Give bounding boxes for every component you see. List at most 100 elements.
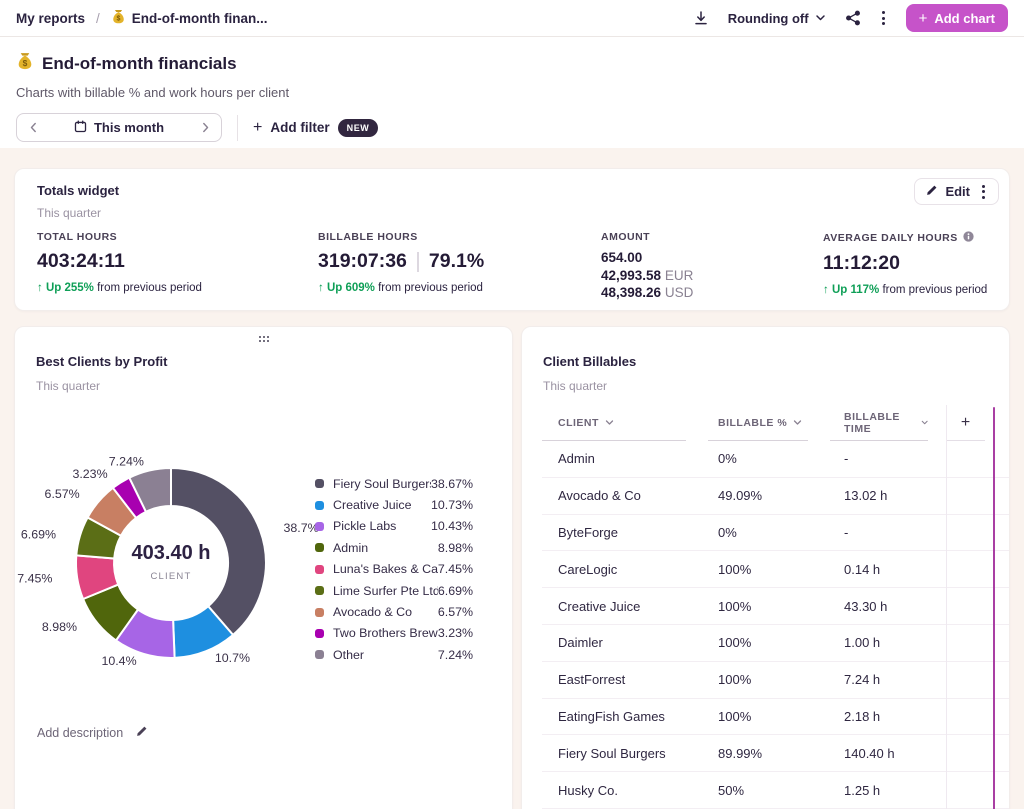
legend-item-admin[interactable]: Admin8.98%	[315, 537, 473, 558]
column-header-client[interactable]: CLIENT	[542, 405, 686, 441]
cell-empty	[946, 588, 1009, 624]
table-row-byteforge[interactable]: ByteForge0%-	[542, 515, 1009, 552]
add-column-button[interactable]: +	[946, 405, 985, 441]
best-clients-widget: Best Clients by Profit This quarter 38.7…	[14, 326, 513, 809]
divider	[417, 252, 419, 272]
donut-slice-label: 38.7%	[284, 521, 319, 535]
metric-average-daily-hours: AVERAGE DAILY HOURS 11:12:20 ↑ Up 117% f…	[823, 231, 987, 296]
legend-swatch	[315, 629, 324, 638]
table-row-eatingfish-games[interactable]: EatingFish Games100%2.18 h	[542, 699, 1009, 736]
widget-actions: Edit	[914, 178, 999, 205]
legend-name: Pickle Labs	[333, 519, 396, 533]
page-title: $ End-of-month financials	[16, 52, 1008, 75]
cell-billable-time: 1.00 h	[830, 625, 946, 661]
download-icon[interactable]	[693, 10, 709, 26]
rounding-dropdown[interactable]: Rounding off	[728, 11, 826, 26]
chevron-down-icon	[815, 11, 826, 26]
table-row-daimler[interactable]: Daimler100%1.00 h	[542, 625, 1009, 662]
scrollbar[interactable]	[993, 407, 995, 809]
plus-icon: +	[253, 119, 262, 137]
table-row-husky-co[interactable]: Husky Co.50%1.25 h	[542, 772, 1009, 809]
chevron-down-icon	[921, 418, 928, 427]
pencil-icon	[926, 184, 938, 199]
metric-billable-hours: BILLABLE HOURS 319:07:36 79.1% ↑ Up 609%…	[318, 231, 484, 294]
legend-item-fiery-soul-burgers[interactable]: Fiery Soul Burgers38.67%	[315, 473, 473, 494]
chevron-down-icon	[605, 418, 614, 427]
breadcrumb: My reports / $ End-of-month finan...	[16, 9, 268, 27]
legend-swatch	[315, 586, 324, 595]
legend-name: Luna's Bakes & Ca...	[333, 562, 438, 576]
legend-item-other[interactable]: Other7.24%	[315, 644, 473, 665]
chevron-left-icon[interactable]	[20, 114, 46, 141]
date-range-button[interactable]: This month	[46, 120, 192, 136]
metric-total-hours: TOTAL HOURS 403:24:11 ↑ Up 255% from pre…	[37, 231, 202, 294]
share-icon[interactable]	[845, 10, 861, 26]
cell-empty	[946, 441, 1009, 477]
legend-item-two-brothers-brew[interactable]: Two Brothers Brew...3.23%	[315, 623, 473, 644]
totals-widget: Totals widget This quarter Edit TOTAL HO…	[14, 168, 1010, 311]
donut-slice-label: 10.7%	[215, 651, 250, 665]
donut-slice-label: 6.69%	[21, 527, 56, 541]
legend-swatch	[315, 608, 324, 617]
table-row-admin[interactable]: Admin0%-	[542, 441, 1009, 478]
cell-billable-time: -	[830, 441, 946, 477]
table-row-creative-juice[interactable]: Creative Juice100%43.30 h	[542, 588, 1009, 625]
legend-swatch	[315, 565, 324, 574]
reports-page: My reports / $ End-of-month finan... Rou…	[0, 0, 1024, 809]
cell-billable-time: 13.02 h	[830, 478, 946, 514]
cell-billable-pct: 50%	[708, 772, 830, 808]
add-chart-button[interactable]: + Add chart	[906, 4, 1008, 32]
cell-client: Avocado & Co	[542, 478, 708, 514]
legend-value: 7.24%	[438, 648, 473, 662]
legend-value: 10.73%	[431, 498, 473, 512]
column-header-billable-time[interactable]: BILLABLE TIME	[830, 405, 928, 441]
table-row-fiery-soul-burgers[interactable]: Fiery Soul Burgers89.99%140.40 h	[542, 735, 1009, 772]
legend-item-avocado-co[interactable]: Avocado & Co6.57%	[315, 601, 473, 622]
drag-handle-icon[interactable]	[258, 335, 270, 343]
cell-billable-pct: 100%	[708, 551, 830, 587]
metric-change: ↑ Up 117% from previous period	[823, 284, 987, 296]
info-icon[interactable]	[963, 231, 974, 245]
donut-center-total: 403.40 h	[132, 542, 211, 564]
table-row-eastforrest[interactable]: EastForrest100%7.24 h	[542, 662, 1009, 699]
legend-item-creative-juice[interactable]: Creative Juice10.73%	[315, 494, 473, 515]
edit-button[interactable]: Edit	[926, 184, 970, 199]
legend-swatch	[315, 543, 324, 552]
legend-swatch	[315, 479, 324, 488]
add-description-button[interactable]: Add description	[37, 725, 148, 740]
donut-slice-label: 8.98%	[42, 620, 77, 634]
legend-item-luna-s-bakes-ca[interactable]: Luna's Bakes & Ca...7.45%	[315, 559, 473, 580]
table-body: Admin0%-Avocado & Co49.09%13.02 hByteFor…	[542, 441, 1009, 809]
chevron-right-icon[interactable]	[192, 114, 218, 141]
cell-billable-pct: 100%	[708, 625, 830, 661]
money-bag-icon: $	[111, 9, 126, 27]
cell-billable-pct: 0%	[708, 441, 830, 477]
cell-billable-time: 140.40 h	[830, 735, 946, 771]
chart-legend: Fiery Soul Burgers38.67%Creative Juice10…	[315, 473, 473, 666]
metric-change: ↑ Up 255% from previous period	[37, 282, 202, 294]
breadcrumb-my-reports[interactable]: My reports	[16, 11, 85, 26]
donut-center-label: CLIENT	[151, 571, 192, 582]
legend-item-lime-surfer-pte-ltd[interactable]: Lime Surfer Pte Ltd6.69%	[315, 580, 473, 601]
table-row-carelogic[interactable]: CareLogic100%0.14 h	[542, 551, 1009, 588]
svg-text:$: $	[23, 58, 28, 68]
column-header-billable[interactable]: BILLABLE %	[708, 405, 808, 441]
legend-value: 6.69%	[438, 584, 473, 598]
table-header: CLIENT BILLABLE % BILLABLE TIME +	[542, 405, 1009, 441]
money-bag-icon: $	[16, 52, 34, 75]
breadcrumb-current[interactable]: $ End-of-month finan...	[111, 9, 268, 27]
calendar-icon	[74, 120, 87, 136]
cell-client: EastForrest	[542, 662, 708, 698]
kebab-menu-icon[interactable]	[880, 9, 887, 27]
plus-icon: +	[919, 10, 928, 27]
client-billables-widget: Client Billables This quarter CLIENTBILL…	[521, 326, 1010, 809]
cell-empty	[946, 662, 1009, 698]
cell-billable-pct: 49.09%	[708, 478, 830, 514]
legend-swatch	[315, 501, 324, 510]
add-filter-button[interactable]: + Add filter NEW	[253, 119, 378, 137]
donut-slice-label: 6.57%	[45, 487, 80, 501]
kebab-menu-icon[interactable]	[980, 183, 987, 201]
legend-item-pickle-labs[interactable]: Pickle Labs10.43%	[315, 516, 473, 537]
legend-value: 38.67%	[431, 477, 473, 491]
table-row-avocado-co[interactable]: Avocado & Co49.09%13.02 h	[542, 478, 1009, 515]
